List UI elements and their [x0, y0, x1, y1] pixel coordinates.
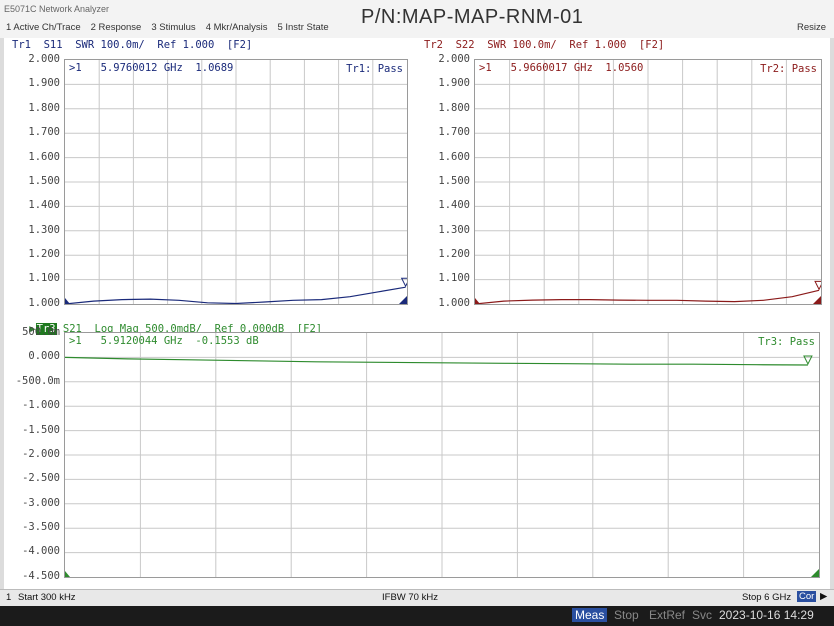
tr3-active-badge[interactable]: Tr3: [35, 323, 57, 335]
status-bar: 1 Start 300 kHz IFBW 70 kHz Stop 6 GHz C…: [0, 589, 834, 606]
stop-frequency[interactable]: Stop 6 GHz: [742, 592, 792, 603]
tr1-y-tick: 2.000: [28, 53, 60, 65]
app-title: E5071C Network Analyzer: [4, 4, 110, 14]
meas-indicator: Meas: [572, 608, 608, 622]
tr1-y-tick: 1.500: [28, 175, 60, 187]
tr2-y-tick: 1.700: [438, 126, 470, 138]
menu-stimulus[interactable]: 3 Stimulus: [151, 22, 196, 33]
tr2-start-marker: [475, 298, 480, 304]
tr1-y-tick: 1.900: [28, 77, 60, 89]
tr1-marker-readout: >1 5.9760012 GHz 1.0689: [69, 62, 234, 74]
measurement-screen: Tr1 S11 SWR 100.0m/ Ref 1.000 [F2] Tr2 S…: [4, 38, 830, 589]
tr2-plot-area[interactable]: >1 5.9660017 GHz 1.0560 Tr2: Pass: [474, 59, 822, 305]
tr3-active-arrow-icon: ▶: [29, 323, 36, 335]
stop-indicator: Stop: [614, 608, 639, 622]
tr2-y-tick: 1.300: [438, 224, 470, 236]
tr2-pass-status: Tr2: Pass: [760, 63, 817, 75]
tr3-y-tick: 0.000: [28, 350, 60, 362]
menu-instr-state[interactable]: 5 Instr State: [277, 22, 329, 33]
start-frequency[interactable]: Start 300 kHz: [18, 592, 76, 603]
tr3-stop-marker: [811, 569, 819, 577]
tr3-y-tick: -2.500: [22, 472, 60, 484]
tr1-header: Tr1 S11 SWR 100.0m/ Ref 1.000 [F2]: [12, 39, 253, 51]
tr2-y-tick: 1.800: [438, 102, 470, 114]
tr1-y-tick: 1.200: [28, 248, 60, 260]
tr3-marker-1: [803, 355, 813, 366]
tr1-marker-1: [400, 277, 407, 288]
resize-button[interactable]: Resize: [796, 22, 826, 33]
tr2-stop-marker: [813, 296, 821, 304]
softkey-menu: 1 Active Ch/Trace 2 Response 3 Stimulus …: [6, 22, 329, 33]
tr2-y-tick: 1.400: [438, 199, 470, 211]
tr3-y-tick: -1.000: [22, 399, 60, 411]
tr3-trace-line: [65, 356, 808, 366]
tr2-y-tick: 2.000: [438, 53, 470, 65]
tr1-y-tick: 1.700: [28, 126, 60, 138]
tr1-y-tick: 1.400: [28, 199, 60, 211]
tr2-y-tick: 1.100: [438, 272, 470, 284]
tr1-y-tick: 1.000: [28, 297, 60, 309]
instrument-status-bar: Meas Stop ExtRef Svc 2023-10-16 14:29: [0, 606, 834, 626]
tr1-y-tick: 1.600: [28, 151, 60, 163]
tr2-y-tick: 1.900: [438, 77, 470, 89]
tr2-chart-svg: [475, 60, 821, 304]
tr2-y-tick: 1.200: [438, 248, 470, 260]
tr2-marker-readout: >1 5.9660017 GHz 1.0560: [479, 62, 644, 74]
part-number-title: P/N:MAP-MAP-RNM-01: [361, 6, 584, 28]
tr3-y-tick: -4.500: [22, 570, 60, 582]
tr3-y-tick: -2.000: [22, 448, 60, 460]
cor-indicator: Cor: [797, 591, 817, 602]
tr3-y-tick: -1.500: [22, 424, 60, 436]
tr1-chart-svg: [65, 60, 407, 304]
tr3-chart-svg: [65, 333, 819, 577]
extref-indicator: ExtRef: [649, 608, 686, 622]
tr3-pass-status: Tr3: Pass: [758, 336, 815, 348]
tr2-y-tick: 1.000: [438, 297, 470, 309]
scroll-right-arrow-icon[interactable]: ▶: [820, 591, 828, 602]
tr2-marker-1: [814, 280, 821, 291]
tr1-y-tick: 1.800: [28, 102, 60, 114]
tr2-trace-line: [475, 289, 820, 304]
tr2-y-tick: 1.600: [438, 151, 470, 163]
menu-mkr-analysis[interactable]: 4 Mkr/Analysis: [205, 22, 268, 33]
menu-response[interactable]: 2 Response: [90, 22, 142, 33]
tr3-y-tick: -4.000: [22, 545, 60, 557]
tr3-y-tick: -3.500: [22, 521, 60, 533]
tr3-start-marker: [65, 571, 70, 577]
tr3-y-tick: 500.0m: [22, 326, 60, 338]
tr3-y-tick: -500.0m: [15, 375, 60, 387]
tr1-y-tick: 1.100: [28, 272, 60, 284]
tr1-plot-area[interactable]: >1 5.9760012 GHz 1.0689 Tr1: Pass: [64, 59, 408, 305]
ifbw-setting[interactable]: IFBW 70 kHz: [382, 592, 438, 603]
svc-indicator: Svc: [692, 608, 713, 622]
channel-number: 1: [6, 592, 12, 603]
tr1-stop-marker: [399, 296, 407, 304]
menu-active-ch-trace[interactable]: 1 Active Ch/Trace: [6, 22, 81, 33]
tr1-start-marker: [65, 298, 70, 304]
menu-bar: E5071C Network Analyzer 1 Active Ch/Trac…: [0, 0, 834, 38]
tr2-y-tick: 1.500: [438, 175, 470, 187]
tr1-y-tick: 1.300: [28, 224, 60, 236]
tr1-trace-line: [65, 286, 406, 304]
tr3-plot-area[interactable]: >1 5.9120044 GHz -0.1553 dB Tr3: Pass: [64, 332, 820, 578]
tr1-pass-status: Tr1: Pass: [346, 63, 403, 75]
tr2-header: Tr2 S22 SWR 100.0m/ Ref 1.000 [F2]: [424, 39, 665, 51]
datetime: 2023-10-16 14:29: [719, 608, 814, 622]
tr3-y-tick: -3.000: [22, 497, 60, 509]
tr3-marker-readout: >1 5.9120044 GHz -0.1553 dB: [69, 335, 259, 347]
